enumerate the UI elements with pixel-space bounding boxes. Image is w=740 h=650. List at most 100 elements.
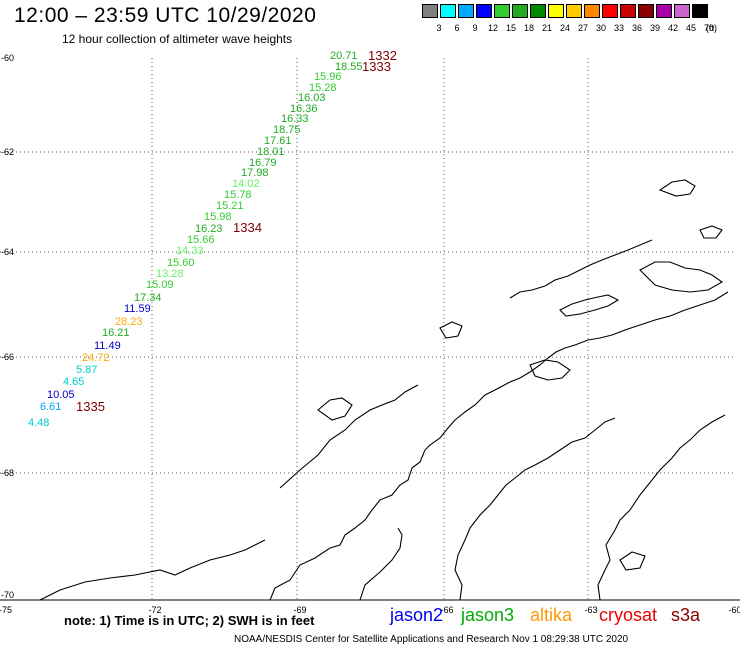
wave-height-value: 18.55 xyxy=(335,61,363,73)
wave-height-value: 15.96 xyxy=(314,71,342,83)
satellite-legend-jason2: jason2 xyxy=(390,605,444,625)
latitude-tick-label: -68 xyxy=(1,468,14,478)
lat-lon-grid xyxy=(0,58,740,601)
wave-height-value: 16.33 xyxy=(281,113,309,125)
wave-height-value: 10.05 xyxy=(47,389,75,401)
color-scale-label: 21 xyxy=(541,23,552,33)
satellite-track-number: 1334 xyxy=(233,220,262,235)
color-scale-swatch xyxy=(692,4,708,18)
satellite-legend-jason3: jason3 xyxy=(461,605,515,625)
color-scale-swatch xyxy=(458,4,474,18)
longitude-tick-label: -75 xyxy=(0,605,12,615)
color-scale-label: 45 xyxy=(685,23,696,33)
longitude-tick-label: -60 xyxy=(728,605,740,615)
color-scale-swatch xyxy=(548,4,564,18)
satellite-track-number: 1333 xyxy=(362,59,391,74)
color-scale-swatch xyxy=(620,4,636,18)
color-scale-swatch xyxy=(602,4,618,18)
wave-height-value: 18.75 xyxy=(273,124,301,136)
color-scale-swatch xyxy=(494,4,510,18)
larsen-islets xyxy=(619,551,646,571)
james-ross-island xyxy=(529,359,571,381)
wave-height-value: 4.48 xyxy=(28,417,49,429)
wave-height-observations: 20.7118.5515.9615.2816.0316.3616.3318.75… xyxy=(28,50,363,429)
color-scale-swatch xyxy=(656,4,672,18)
antarctic-peninsula-coastline xyxy=(269,291,729,601)
color-scale-label: 70 xyxy=(703,23,714,33)
color-scale-label: 36 xyxy=(631,23,642,33)
wave-height-value: 16.03 xyxy=(298,92,326,104)
wave-height-value: 16.23 xyxy=(195,223,223,235)
wave-height-value: 17.98 xyxy=(241,167,269,179)
eastern-islets xyxy=(658,179,696,197)
color-scale-label: 39 xyxy=(649,23,660,33)
color-scale-swatch xyxy=(530,4,546,18)
color-scale-label: 18 xyxy=(523,23,534,33)
wave-height-value: 13.28 xyxy=(156,268,184,280)
wave-height-value: 18.01 xyxy=(257,146,285,158)
longitude-tick-label: -72 xyxy=(148,605,161,615)
color-scale-swatch xyxy=(674,4,690,18)
bay-coastline xyxy=(279,384,419,489)
page-subtitle: 12 hour collection of altimeter wave hei… xyxy=(62,32,293,46)
wave-height-value: 17.34 xyxy=(134,292,162,304)
wave-height-value: 15.98 xyxy=(204,211,232,223)
satellite-legend-cryosat: cryosat xyxy=(599,605,658,625)
wave-height-value: 15.21 xyxy=(216,200,244,212)
longitude-tick-label: -63 xyxy=(584,605,597,615)
inner-coastline xyxy=(597,414,726,601)
south-shetland-islands xyxy=(509,239,653,299)
color-scale-label: 27 xyxy=(577,23,588,33)
color-scale-swatch xyxy=(638,4,654,18)
color-scale-unit: (ft) xyxy=(706,23,717,33)
wave-height-value: 4.65 xyxy=(63,376,84,388)
wave-height-color-scale: (ft) 3 6 9 12 15 18 21 24 27 30 33 36 39 42 45 70 xyxy=(422,4,728,34)
color-scale-swatch xyxy=(584,4,600,18)
page-title: 12:00 – 23:59 UTC 10/29/2020 xyxy=(14,4,317,27)
satellite-legend-altika: altika xyxy=(530,605,573,625)
wave-height-value: 6.61 xyxy=(40,401,61,413)
color-scale-label: 30 xyxy=(595,23,606,33)
color-scale-label: 9 xyxy=(472,23,478,33)
longitude-tick-label: -69 xyxy=(293,605,306,615)
anvers-island xyxy=(439,321,463,339)
adelaide-island xyxy=(317,397,353,421)
wave-height-value: 15.28 xyxy=(309,82,337,94)
color-scale-label: 33 xyxy=(613,23,624,33)
satellite-track-number: 1335 xyxy=(76,399,105,414)
latitude-tick-label: -66 xyxy=(1,352,14,362)
wave-height-value: 15.09 xyxy=(146,279,174,291)
latitude-tick-label: -70 xyxy=(1,590,14,600)
axis-tick-labels: -75 -72 -69 -66 -63 -60 -60 -62 -64 -66 -68 -70 xyxy=(0,53,740,615)
latitude-tick-label: -60 xyxy=(1,53,14,63)
wave-height-value: 24.72 xyxy=(82,352,110,364)
color-scale-swatch xyxy=(512,4,528,18)
wave-height-value: 16.79 xyxy=(249,157,277,169)
footer-note: note: 1) Time is in UTC; 2) SWH is in fe… xyxy=(64,613,315,628)
color-scale-label: 42 xyxy=(667,23,678,33)
wedell-coastline xyxy=(454,417,616,601)
color-scale-swatch xyxy=(422,4,438,18)
wave-height-value: 16.21 xyxy=(102,327,130,339)
color-scale-swatch xyxy=(440,4,456,18)
western-shelf-coastline xyxy=(39,539,266,601)
color-scale-label: 24 xyxy=(559,23,570,33)
coastline xyxy=(39,179,729,601)
color-scale-label: 12 xyxy=(487,23,498,33)
wave-height-value: 11.49 xyxy=(94,340,121,352)
footer-credit: NOAA/NESDIS Center for Satellite Applica… xyxy=(234,634,629,645)
joinville-island xyxy=(639,261,724,293)
latitude-tick-label: -64 xyxy=(1,247,14,257)
alexander-island-coastline xyxy=(359,527,403,601)
color-scale-swatch xyxy=(476,4,492,18)
wave-height-value: 14.33 xyxy=(176,245,204,257)
latitude-tick-label: -62 xyxy=(1,147,14,157)
color-scale-label: 6 xyxy=(454,23,460,33)
color-scale-swatch xyxy=(566,4,582,18)
wave-height-value: 14.02 xyxy=(232,178,260,190)
wave-height-value: 15.78 xyxy=(224,189,252,201)
wave-height-value: 15.66 xyxy=(187,234,215,246)
